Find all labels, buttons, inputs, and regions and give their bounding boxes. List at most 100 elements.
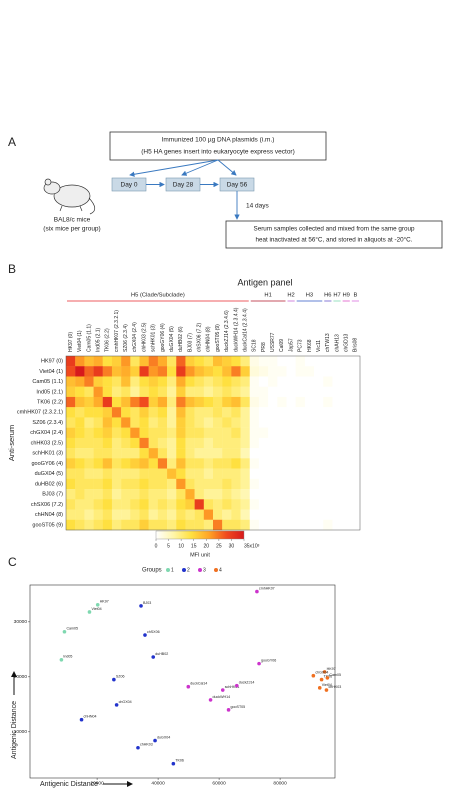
day-label: Day 28 xyxy=(173,182,194,189)
heat-cell xyxy=(66,509,76,520)
heat-cell xyxy=(240,478,250,490)
heat-cell xyxy=(157,386,168,398)
point xyxy=(136,745,140,750)
heat-cell xyxy=(323,468,333,480)
heat-cell xyxy=(249,499,260,510)
heat-cell xyxy=(194,448,205,459)
legend-marker xyxy=(198,568,202,572)
heat-cell xyxy=(240,499,250,510)
heat-cell xyxy=(268,437,278,449)
point xyxy=(325,676,330,680)
heat-cell xyxy=(139,407,149,418)
heat-cell xyxy=(111,396,122,408)
panel-label: C xyxy=(8,555,17,569)
heat-cell xyxy=(111,417,122,428)
heat-cell xyxy=(185,366,195,377)
heat-cell xyxy=(213,448,223,459)
column-label: Ind05 (2.1) xyxy=(95,327,101,352)
heat-cell xyxy=(185,427,195,439)
heat-cell xyxy=(84,509,94,520)
heat-cell xyxy=(258,437,269,449)
heat-cell xyxy=(111,499,122,510)
heat-cell xyxy=(231,519,241,531)
heat-cell xyxy=(148,366,159,377)
column-label: Vic11 xyxy=(316,340,322,352)
heat-cell xyxy=(286,396,296,408)
heat-cell xyxy=(231,448,241,459)
heat-cell xyxy=(102,376,113,387)
heat-cell xyxy=(66,356,76,367)
heat-cell xyxy=(66,489,76,500)
heat-cell xyxy=(277,427,287,439)
heat-cell xyxy=(249,478,260,490)
heat-cell xyxy=(139,366,149,377)
column-label: TK06 (2.2) xyxy=(105,328,111,352)
heat-cell xyxy=(295,376,306,387)
heat-cell xyxy=(102,396,113,408)
heat-cell xyxy=(249,489,260,500)
heat-cell xyxy=(102,478,113,490)
point xyxy=(62,629,67,634)
heat-cell xyxy=(350,386,361,398)
heat-cell xyxy=(304,427,315,439)
heat-cell xyxy=(66,519,76,531)
heat-cell xyxy=(121,407,131,418)
heat-cell xyxy=(213,356,223,367)
heat-cell xyxy=(314,478,324,490)
heat-cell xyxy=(139,489,149,500)
heat-cell xyxy=(258,407,269,418)
heat-cell xyxy=(194,519,205,531)
heat-cell xyxy=(323,499,333,510)
heat-cell xyxy=(231,437,241,449)
heat-cell xyxy=(295,386,306,398)
heat-cell xyxy=(176,509,186,520)
heat-cell xyxy=(332,437,342,449)
heat-cell xyxy=(194,376,205,387)
heat-cell xyxy=(295,366,306,377)
heat-cell xyxy=(258,509,269,520)
heat-cell xyxy=(249,417,260,428)
heat-cell xyxy=(176,407,186,418)
heat-cell xyxy=(350,427,361,439)
heat-cell xyxy=(185,458,195,469)
heat-cell xyxy=(194,366,205,377)
heat-cell xyxy=(222,437,232,449)
heat-cell xyxy=(213,458,223,469)
heat-cell xyxy=(185,356,195,367)
heat-cell xyxy=(84,519,94,531)
heat-cell xyxy=(231,509,241,520)
heat-cell xyxy=(167,407,177,418)
heat-cell xyxy=(194,437,205,449)
heat-cell xyxy=(157,448,168,459)
serum-box xyxy=(225,220,443,249)
heat-cell xyxy=(185,489,195,500)
heat-cell xyxy=(66,448,76,459)
heat-cell xyxy=(240,448,250,459)
heat-cell xyxy=(240,427,250,439)
heat-cell xyxy=(341,396,352,408)
row-label: chGX04 (2.4) xyxy=(30,430,63,436)
heat-cell xyxy=(167,489,177,500)
arrow xyxy=(217,159,237,176)
heat-cell xyxy=(304,499,315,510)
heat-cell xyxy=(277,356,287,367)
heat-cell xyxy=(194,478,205,490)
heat-cell xyxy=(314,376,324,387)
heat-cell xyxy=(231,489,241,500)
heat-cell xyxy=(268,386,278,398)
point xyxy=(220,688,225,692)
heat-cell xyxy=(130,417,140,428)
heat-cell xyxy=(240,386,250,398)
heat-cell xyxy=(350,437,361,449)
point xyxy=(324,688,329,692)
colorbar-tick-label: 25 xyxy=(216,543,222,549)
heat-cell xyxy=(350,366,361,377)
heat-cell xyxy=(84,407,94,418)
point-label: Viet04 xyxy=(322,683,332,687)
heat-cell xyxy=(249,376,260,387)
heat-cell xyxy=(139,519,149,531)
heat-cell xyxy=(66,437,76,449)
heat-cell xyxy=(121,489,131,500)
heat-cell xyxy=(258,376,269,387)
heat-cell xyxy=(111,458,122,469)
